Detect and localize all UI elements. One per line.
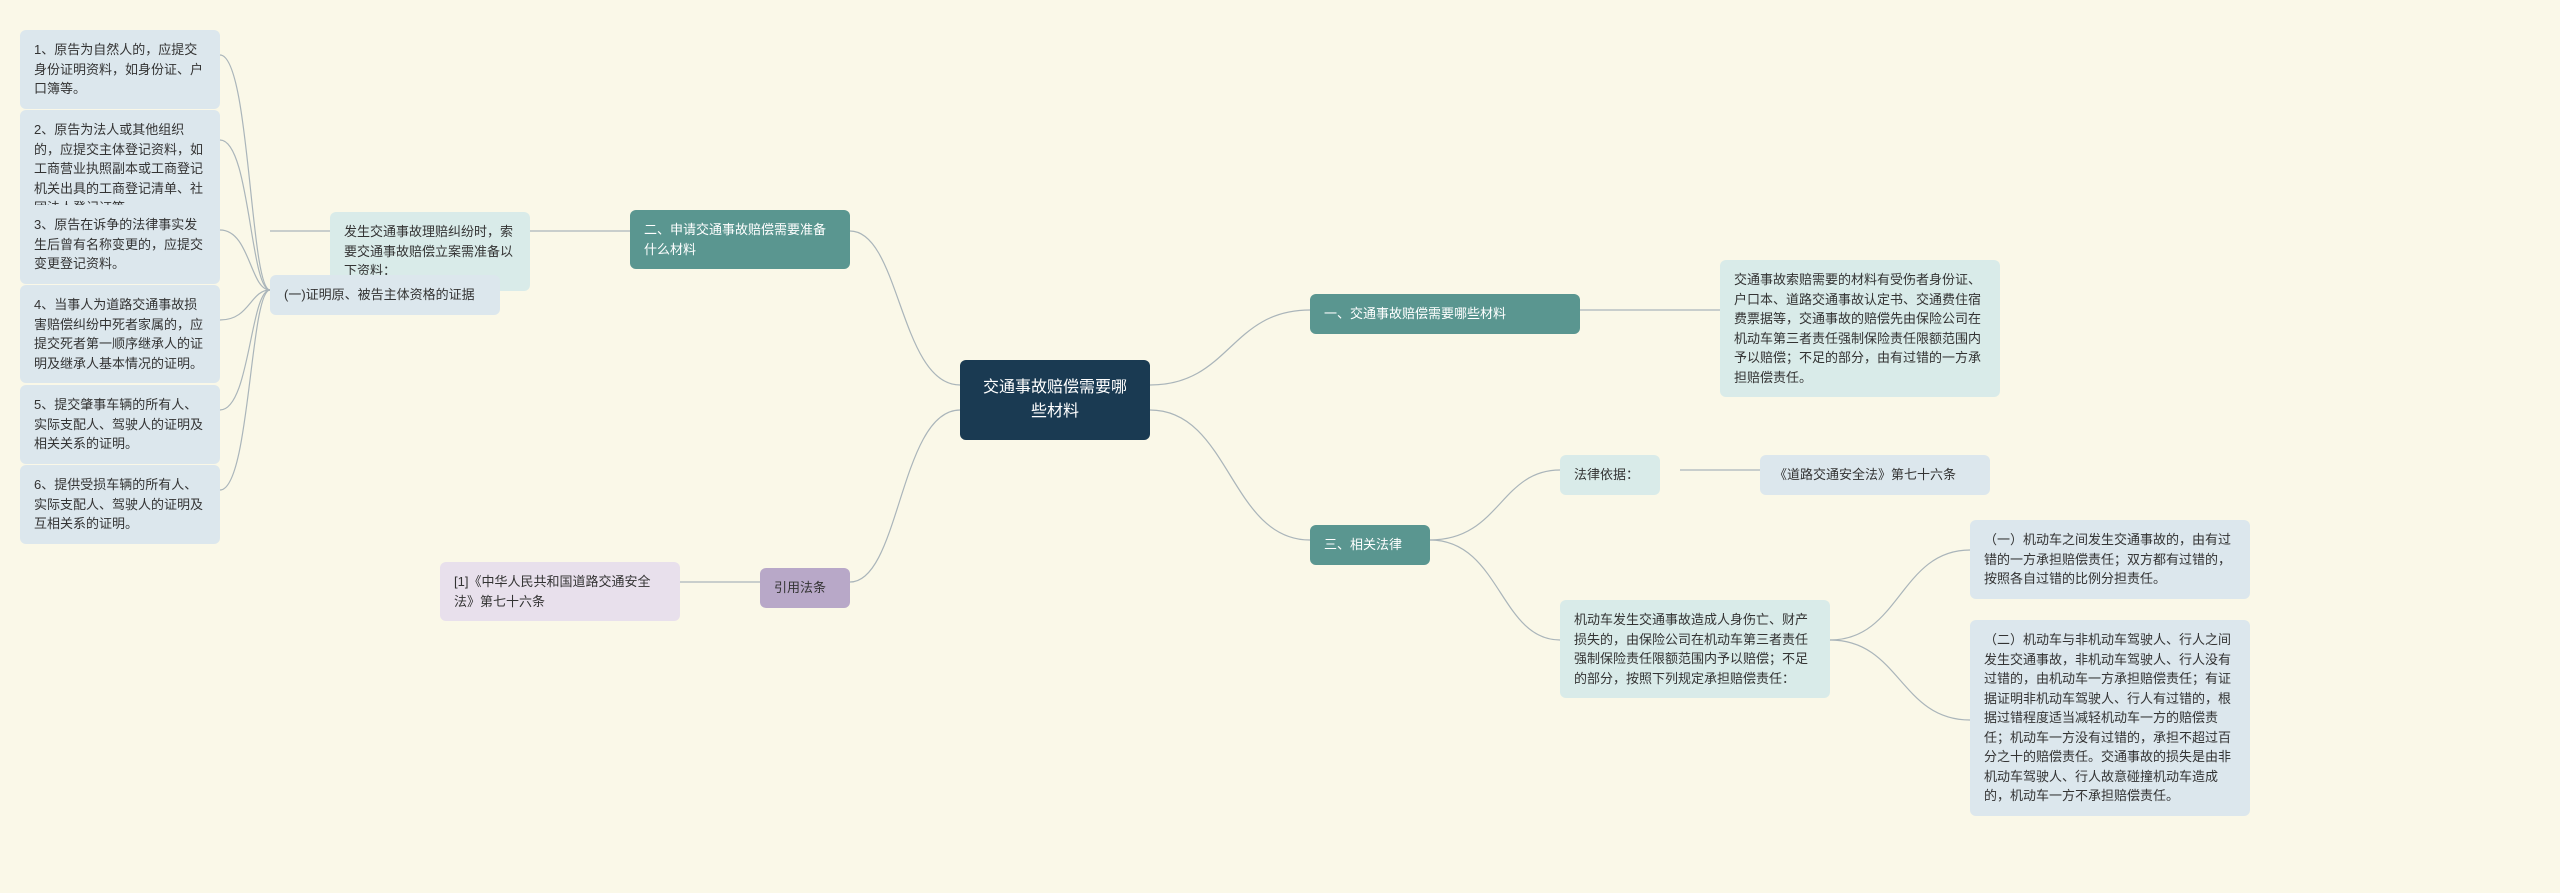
citation-title-text: 引用法条 — [774, 580, 826, 595]
section2-item-1: 1、原告为自然人的，应提交身份证明资料，如身份证、户口簿等。 — [20, 30, 220, 109]
section2-title[interactable]: 二、申请交通事故赔偿需要准备什么材料 — [630, 210, 850, 269]
section3-law-label-text: 法律依据： — [1574, 467, 1639, 482]
section1-title[interactable]: 一、交通事故赔偿需要哪些材料 — [1310, 294, 1580, 334]
section2-item-4: 4、当事人为道路交通事故损害赔偿纠纷中死者家属的，应提交死者第一顺序继承人的证明… — [20, 285, 220, 383]
section2-item-5: 5、提交肇事车辆的所有人、实际支配人、驾驶人的证明及相关关系的证明。 — [20, 385, 220, 464]
section2-item-3: 3、原告在诉争的法律事实发生后曾有名称变更的，应提交变更登记资料。 — [20, 205, 220, 284]
section2-sub2: (一)证明原、被告主体资格的证据 — [270, 275, 500, 315]
section2-item-6: 6、提供受损车辆的所有人、实际支配人、驾驶人的证明及互相关系的证明。 — [20, 465, 220, 544]
section2-item-5-text: 5、提交肇事车辆的所有人、实际支配人、驾驶人的证明及相关关系的证明。 — [34, 397, 203, 451]
section3-body-text: 机动车发生交通事故造成人身伤亡、财产损失的，由保险公司在机动车第三者责任强制保险… — [1574, 612, 1808, 686]
citation-title[interactable]: 引用法条 — [760, 568, 850, 608]
section1-title-text: 一、交通事故赔偿需要哪些材料 — [1324, 306, 1506, 321]
section3-clause-1: （一）机动车之间发生交通事故的，由有过错的一方承担赔偿责任；双方都有过错的，按照… — [1970, 520, 2250, 599]
section3-law-label: 法律依据： — [1560, 455, 1660, 495]
section1-body: 交通事故索赔需要的材料有受伤者身份证、户口本、道路交通事故认定书、交通费住宿费票… — [1720, 260, 2000, 397]
section2-sub1-text: 发生交通事故理赔纠纷时，索要交通事故赔偿立案需准备以下资料： — [344, 224, 513, 278]
section2-title-text: 二、申请交通事故赔偿需要准备什么材料 — [644, 222, 826, 257]
section1-body-text: 交通事故索赔需要的材料有受伤者身份证、户口本、道路交通事故认定书、交通费住宿费票… — [1734, 272, 1981, 385]
section3-clause-1-text: （一）机动车之间发生交通事故的，由有过错的一方承担赔偿责任；双方都有过错的，按照… — [1984, 532, 2231, 586]
citation-body-text: [1]《中华人民共和国道路交通安全法》第七十六条 — [454, 574, 650, 609]
root-text: 交通事故赔偿需要哪些材料 — [983, 379, 1127, 420]
section3-clause-2: （二）机动车与非机动车驾驶人、行人之间发生交通事故，非机动车驾驶人、行人没有过错… — [1970, 620, 2250, 816]
section2-item-6-text: 6、提供受损车辆的所有人、实际支配人、驾驶人的证明及互相关系的证明。 — [34, 477, 203, 531]
section3-title-text: 三、相关法律 — [1324, 537, 1402, 552]
section3-law-ref: 《道路交通安全法》第七十六条 — [1760, 455, 1990, 495]
section3-body: 机动车发生交通事故造成人身伤亡、财产损失的，由保险公司在机动车第三者责任强制保险… — [1560, 600, 1830, 698]
section2-item-3-text: 3、原告在诉争的法律事实发生后曾有名称变更的，应提交变更登记资料。 — [34, 217, 203, 271]
section2-item-2-text: 2、原告为法人或其他组织的，应提交主体登记资料，如工商营业执照副本或工商登记机关… — [34, 122, 203, 215]
section3-clause-2-text: （二）机动车与非机动车驾驶人、行人之间发生交通事故，非机动车驾驶人、行人没有过错… — [1984, 632, 2231, 803]
root-node[interactable]: 交通事故赔偿需要哪些材料 — [960, 360, 1150, 440]
section2-item-1-text: 1、原告为自然人的，应提交身份证明资料，如身份证、户口簿等。 — [34, 42, 203, 96]
section2-sub2-text: (一)证明原、被告主体资格的证据 — [284, 287, 475, 302]
section2-item-4-text: 4、当事人为道路交通事故损害赔偿纠纷中死者家属的，应提交死者第一顺序继承人的证明… — [34, 297, 203, 371]
section3-title[interactable]: 三、相关法律 — [1310, 525, 1430, 565]
section3-law-ref-text: 《道路交通安全法》第七十六条 — [1774, 467, 1956, 482]
citation-body: [1]《中华人民共和国道路交通安全法》第七十六条 — [440, 562, 680, 621]
